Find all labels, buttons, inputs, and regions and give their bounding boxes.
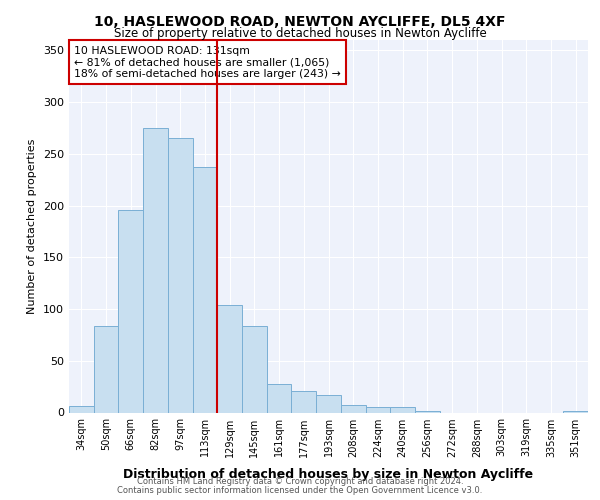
Bar [168, 138, 193, 412]
Bar [217, 305, 242, 412]
Bar [143, 128, 168, 412]
Bar [193, 168, 217, 412]
Bar [94, 326, 118, 412]
Bar [118, 210, 143, 412]
X-axis label: Distribution of detached houses by size in Newton Aycliffe: Distribution of detached houses by size … [124, 468, 533, 481]
Bar [292, 391, 316, 412]
Y-axis label: Number of detached properties: Number of detached properties [28, 138, 37, 314]
Text: 10 HASLEWOOD ROAD: 131sqm
← 81% of detached houses are smaller (1,065)
18% of se: 10 HASLEWOOD ROAD: 131sqm ← 81% of detac… [74, 46, 341, 79]
Text: 10, HASLEWOOD ROAD, NEWTON AYCLIFFE, DL5 4XF: 10, HASLEWOOD ROAD, NEWTON AYCLIFFE, DL5… [94, 15, 506, 29]
Bar [267, 384, 292, 412]
Bar [341, 406, 365, 412]
Bar [365, 408, 390, 412]
Bar [69, 406, 94, 412]
Bar [316, 395, 341, 412]
Text: Contains public sector information licensed under the Open Government Licence v3: Contains public sector information licen… [118, 486, 482, 495]
Bar [242, 326, 267, 412]
Text: Contains HM Land Registry data © Crown copyright and database right 2024.: Contains HM Land Registry data © Crown c… [137, 477, 463, 486]
Bar [390, 408, 415, 412]
Text: Size of property relative to detached houses in Newton Aycliffe: Size of property relative to detached ho… [113, 28, 487, 40]
